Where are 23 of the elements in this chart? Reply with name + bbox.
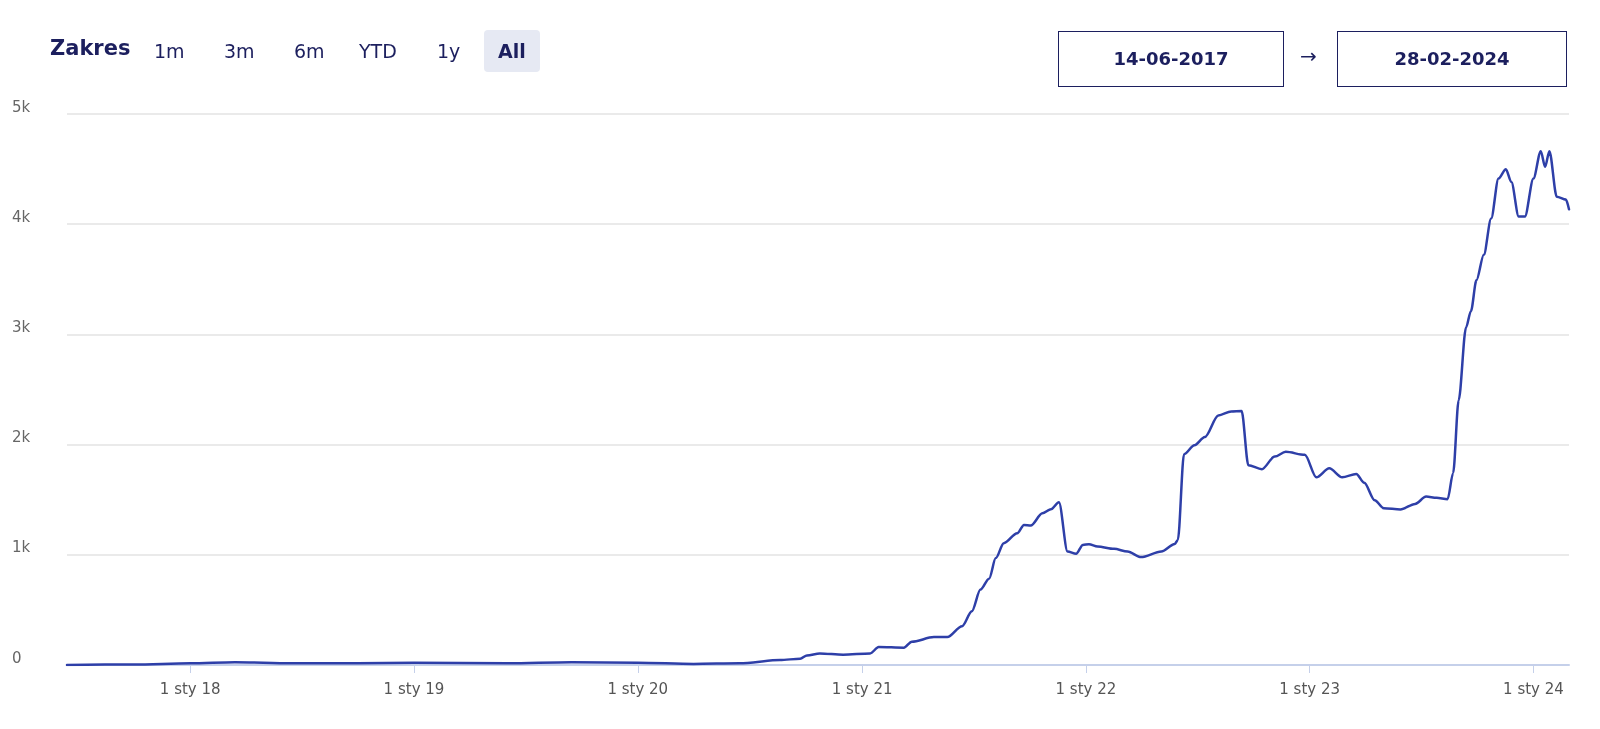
- y-tick-label: 4k: [12, 207, 31, 226]
- x-tick-label: 1 sty 24: [1503, 679, 1564, 698]
- y-tick-label: 3k: [12, 317, 31, 336]
- x-tick-label: 1 sty 19: [383, 679, 445, 698]
- y-tick-label: 0: [12, 648, 22, 667]
- text: 3m: [223, 39, 256, 64]
- y-tick-label: 2k: [12, 428, 31, 447]
- x-tick-label: 1 sty 20: [607, 679, 669, 698]
- text: 6m: [293, 39, 326, 64]
- text: 28-02-2024: [1337, 31, 1567, 87]
- text: 1y: [436, 39, 462, 64]
- text: All: [484, 30, 540, 72]
- y-tick-label: 5k: [12, 97, 31, 116]
- y-tick-label: 1k: [12, 538, 31, 557]
- text: 14-06-2017: [1058, 31, 1284, 87]
- text: Zakres: [50, 36, 131, 60]
- x-tick-label: 1 sty 18: [159, 679, 221, 698]
- text: YTD: [358, 39, 398, 64]
- x-tick-label: 1 sty 21: [831, 679, 893, 698]
- x-tick-label: 1 sty 22: [1055, 679, 1117, 698]
- x-tick-label: 1 sty 23: [1279, 679, 1341, 698]
- text: 1m: [153, 39, 186, 64]
- text: →: [1300, 44, 1317, 68]
